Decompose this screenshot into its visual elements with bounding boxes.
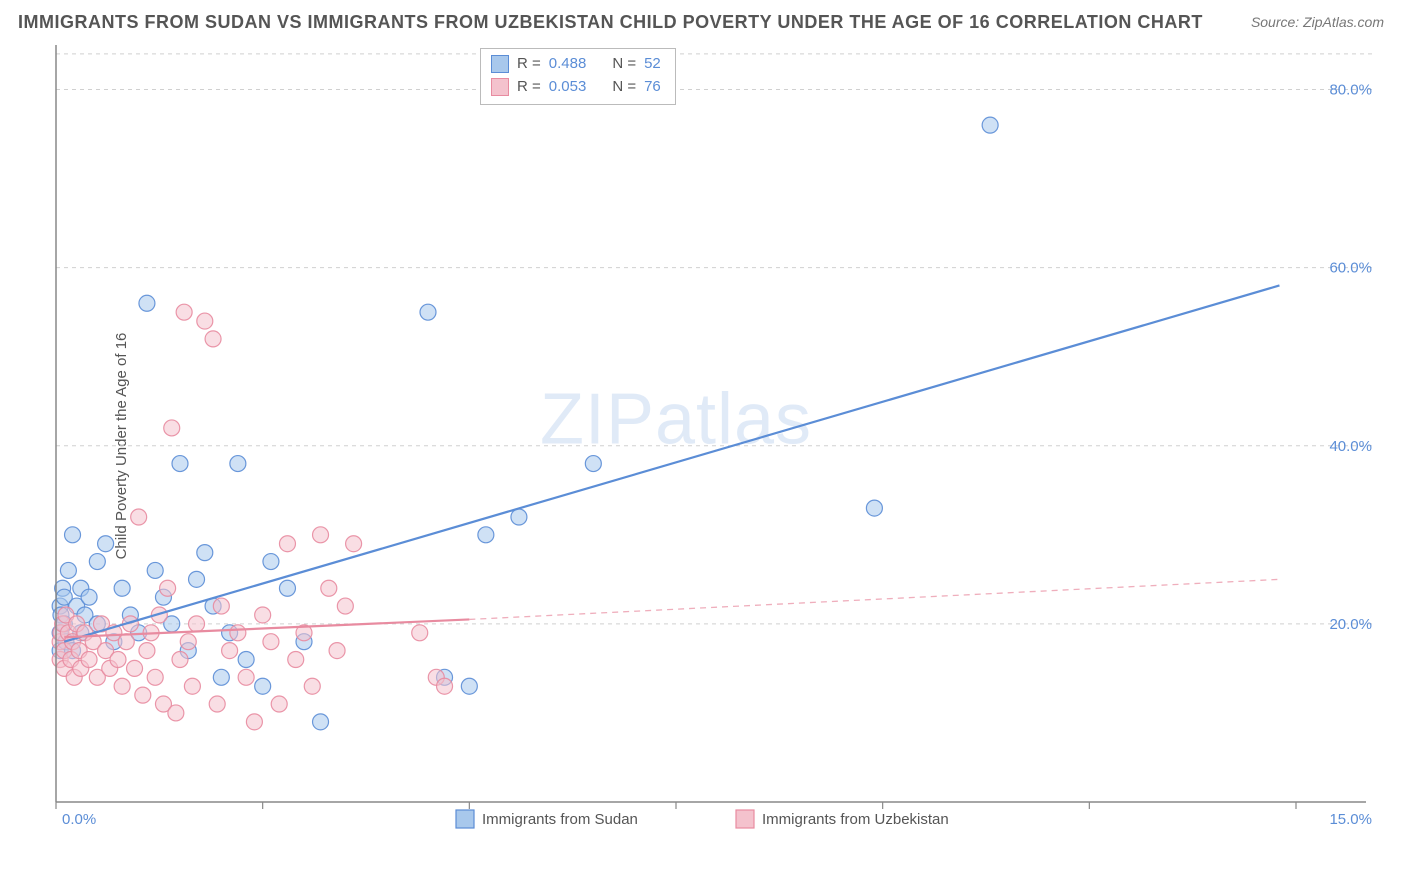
svg-text:60.0%: 60.0%	[1329, 260, 1372, 277]
r-value-uzbekistan: 0.053	[549, 76, 587, 99]
n-label: N =	[612, 53, 636, 76]
scatter-chart-svg: 20.0% 40.0% 60.0% 80.0% 0.0% 15.0% ZIPatlas Imm…	[50, 45, 1376, 842]
svg-text:ZIPatlas: ZIPatlas	[540, 380, 812, 460]
stats-row-sudan: R = 0.488 N = 52	[491, 53, 661, 76]
chart-area: 20.0% 40.0% 60.0% 80.0% 0.0% 15.0% ZIPatlas Imm…	[50, 45, 1376, 842]
stats-legend-box: R = 0.488 N = 52 R = 0.053 N = 76	[480, 48, 676, 105]
r-label: R =	[517, 53, 541, 76]
chart-title: IMMIGRANTS FROM SUDAN VS IMMIGRANTS FROM…	[18, 12, 1203, 33]
stats-row-uzbekistan: R = 0.053 N = 76	[491, 76, 661, 99]
swatch-icon	[491, 55, 509, 73]
svg-text:80.0%: 80.0%	[1329, 82, 1372, 99]
svg-text:20.0%: 20.0%	[1329, 616, 1372, 633]
swatch-icon	[491, 78, 509, 96]
svg-text:Immigrants from Uzbekistan: Immigrants from Uzbekistan	[762, 811, 949, 828]
svg-text:0.0%: 0.0%	[62, 811, 96, 828]
source-attribution: Source: ZipAtlas.com	[1251, 14, 1384, 30]
svg-text:Immigrants from Sudan: Immigrants from Sudan	[482, 811, 638, 828]
n-value-sudan: 52	[644, 53, 661, 76]
n-value-uzbekistan: 76	[644, 76, 661, 99]
n-label: N =	[612, 76, 636, 99]
r-value-sudan: 0.488	[549, 53, 587, 76]
svg-text:15.0%: 15.0%	[1329, 811, 1372, 828]
svg-text:40.0%: 40.0%	[1329, 438, 1372, 455]
r-label: R =	[517, 76, 541, 99]
